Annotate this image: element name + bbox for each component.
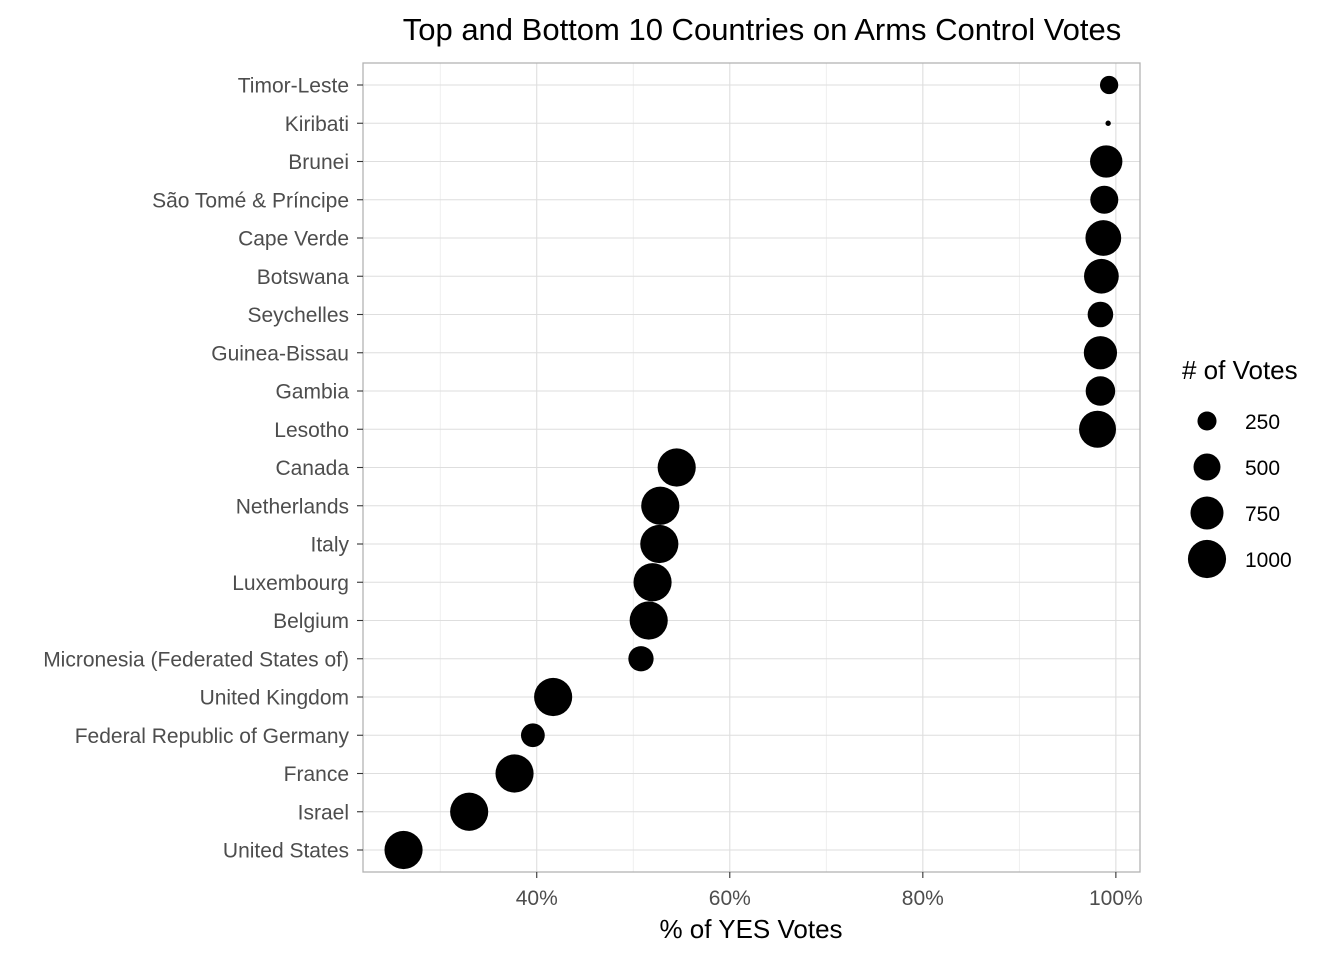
data-point	[640, 524, 679, 564]
data-point	[450, 792, 489, 831]
y-tick-label: Gambia	[275, 381, 349, 404]
y-tick-label: Guinea-Bissau	[211, 342, 349, 365]
data-point	[1083, 336, 1118, 370]
legend-key	[1193, 453, 1221, 481]
y-tick-label: Cape Verde	[238, 228, 349, 251]
legend-label: 1000	[1245, 549, 1292, 572]
y-tick-label: Federal Republic of Germany	[75, 725, 350, 748]
x-axis-tick-labels: 40% 60% 80% 100%	[516, 872, 1143, 910]
y-axis-tick-labels: Timor-Leste Kiribati Brunei São Tomé & Prín…	[43, 75, 363, 863]
data-point	[657, 448, 696, 487]
chart-title: Top and Bottom 10 Countries on Arms Cont…	[403, 12, 1122, 47]
data-point	[495, 754, 534, 793]
x-tick-label: 60%	[709, 887, 751, 910]
data-point	[520, 723, 545, 748]
data-point	[1087, 301, 1114, 328]
y-tick-label: Italy	[310, 534, 349, 557]
x-tick-label: 40%	[516, 887, 558, 910]
data-point	[1085, 220, 1122, 256]
y-tick-label: France	[284, 763, 349, 786]
y-tick-label: Luxembourg	[232, 572, 349, 595]
legend-title: # of Votes	[1182, 355, 1298, 385]
gridlines	[363, 63, 1140, 872]
y-tick-label: Belgium	[273, 610, 349, 633]
plot-area	[362, 62, 1141, 873]
y-tick-label: Seychelles	[247, 304, 349, 327]
x-tick-label: 100%	[1089, 887, 1143, 910]
data-point	[1105, 120, 1111, 126]
data-point	[1079, 410, 1117, 448]
x-tick-label: 80%	[902, 887, 944, 910]
data-point	[629, 601, 668, 640]
legend: # of Votes 250 500 750 1000	[1182, 355, 1298, 579]
y-tick-label: United Kingdom	[200, 687, 349, 710]
legend-label: 750	[1245, 503, 1280, 526]
y-tick-label: São Tomé & Príncipe	[152, 189, 349, 212]
y-tick-label: United States	[223, 840, 349, 863]
legend-label: 250	[1245, 411, 1280, 434]
data-point	[1090, 145, 1123, 178]
data-point	[1099, 75, 1119, 95]
data-point	[633, 563, 672, 602]
legend-items: 250 500 750 1000	[1187, 411, 1292, 579]
y-tick-label: Canada	[275, 457, 349, 480]
y-tick-label: Kiribati	[285, 113, 349, 136]
legend-key	[1197, 411, 1217, 431]
y-tick-label: Micronesia (Federated States of)	[43, 648, 349, 671]
legend-key	[1187, 539, 1227, 579]
y-tick-label: Netherlands	[236, 495, 349, 518]
y-tick-label: Timor-Leste	[238, 75, 349, 98]
x-axis-title: % of YES Votes	[659, 914, 842, 944]
y-tick-label: Botswana	[257, 266, 350, 289]
data-point	[534, 677, 573, 717]
y-tick-label: Brunei	[288, 151, 349, 174]
data-point	[1090, 185, 1119, 214]
legend-key	[1190, 496, 1224, 530]
data-point	[628, 646, 654, 672]
data-point	[1084, 258, 1119, 294]
data-point	[1085, 376, 1116, 406]
data-point	[641, 486, 680, 525]
y-tick-label: Israel	[298, 801, 349, 824]
y-tick-label: Lesotho	[274, 419, 349, 442]
legend-label: 500	[1245, 457, 1280, 480]
data-point	[384, 830, 423, 870]
data-points	[384, 75, 1123, 870]
